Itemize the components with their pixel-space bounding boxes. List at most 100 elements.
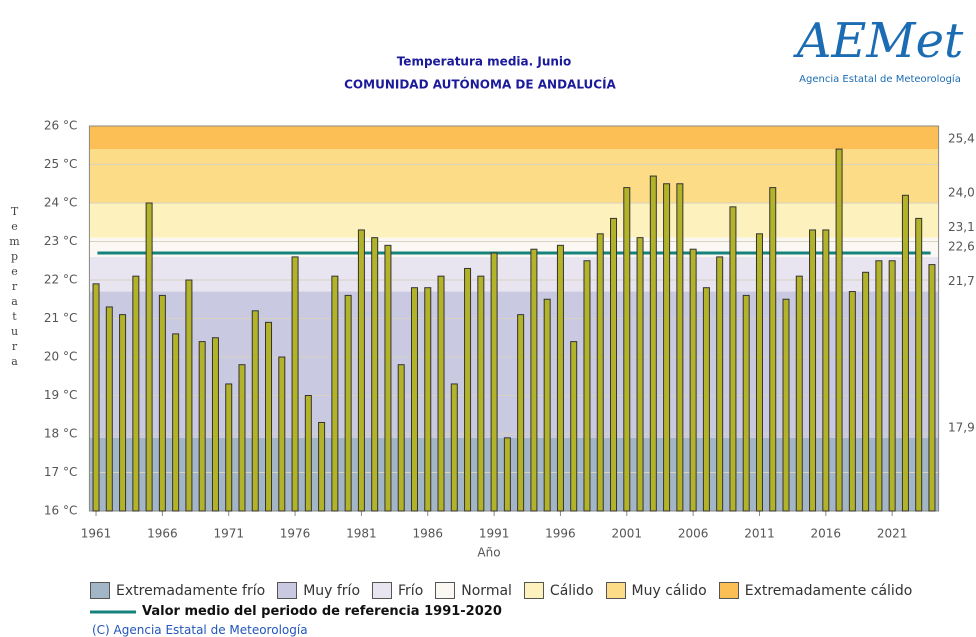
y2-tick-label: 25,4 [948, 132, 975, 146]
x-tick-label: 2021 [877, 527, 908, 541]
bar [901, 194, 909, 512]
x-tick-label: 1981 [346, 527, 377, 541]
credit: (C) Agencia Estatal de Meteorología [92, 623, 308, 637]
x-tick-label: 2001 [612, 527, 643, 541]
bar [172, 333, 180, 512]
logo-subtitle: Agencia Estatal de Meteorología [799, 74, 961, 85]
x-tick-label: 2006 [678, 527, 709, 541]
legend-swatch [605, 582, 626, 599]
bar [185, 279, 193, 512]
x-tick-label: 1986 [412, 527, 443, 541]
bar [517, 314, 525, 512]
bar [649, 175, 657, 512]
bar [875, 260, 883, 512]
bar [716, 256, 724, 512]
legend-item: Extremadamente cálido [718, 582, 913, 599]
x-tick-label: 1976 [280, 527, 311, 541]
bar [689, 248, 697, 512]
x-tick-label: 1991 [479, 527, 510, 541]
legend-label: Frío [398, 582, 424, 599]
y-tick-label: 24 °C [44, 196, 77, 210]
bar [503, 437, 511, 512]
bar [278, 356, 286, 512]
reference-legend: Valor medio del periodo de referencia 19… [90, 604, 502, 619]
legend-item: Frío [372, 582, 423, 599]
chart-title: Temperatura media. Junio [397, 55, 572, 69]
legend-swatch [90, 582, 110, 599]
bar [623, 187, 631, 512]
legend-item: Muy frío [277, 582, 360, 599]
logo-name: AEMet [796, 13, 964, 69]
legend-item: Extremadamente frío [90, 582, 265, 599]
bar [424, 287, 432, 512]
bar [158, 294, 166, 512]
y-tick-label: 23 °C [44, 234, 77, 248]
bar [357, 229, 365, 512]
bar [265, 321, 273, 512]
legend: Extremadamente frío Muy frío Frío Normal Cál… [90, 582, 912, 599]
y-tick-label: 22 °C [44, 273, 77, 287]
legend-item: Cálido [523, 582, 594, 599]
bar [835, 148, 843, 512]
legend-item: Muy cálido [605, 582, 707, 599]
y-tick-label: 26 °C [44, 119, 77, 133]
y-tick-label: 18 °C [44, 427, 77, 441]
bar [477, 275, 485, 512]
bar [371, 237, 379, 512]
bar [251, 310, 259, 512]
x-tick-label: 2011 [744, 527, 775, 541]
plot-border [88, 125, 940, 512]
x-tick-label: 1996 [545, 527, 576, 541]
bar [132, 275, 140, 512]
bar [211, 337, 219, 512]
bar [304, 395, 312, 512]
legend-swatch [372, 582, 393, 599]
bar [915, 217, 923, 512]
bar [410, 287, 418, 512]
x-tick-label: 2016 [811, 527, 842, 541]
bar [225, 383, 233, 512]
y-tick-label: 17 °C [44, 465, 77, 479]
bar [610, 217, 618, 512]
chart-subtitle: COMUNIDAD AUTÓNOMA DE ANDALUCÍA [344, 77, 616, 92]
legend-label: Cálido [549, 582, 594, 599]
bar [862, 271, 870, 512]
bar [570, 341, 578, 512]
legend-swatch [435, 582, 456, 599]
bar [437, 275, 445, 512]
y-tick-label: 25 °C [44, 157, 77, 171]
band [89, 149, 939, 203]
bar [397, 364, 405, 512]
legend-swatch [277, 582, 298, 599]
x-tick-label: 1961 [81, 527, 112, 541]
bar [755, 233, 763, 512]
bar [848, 291, 856, 512]
band [89, 203, 939, 238]
bar [105, 306, 113, 512]
bar [636, 237, 644, 512]
reference-label: Valor medio del periodo de referencia 19… [142, 604, 502, 619]
bar [344, 294, 352, 512]
y-tick-label: 21 °C [44, 311, 77, 325]
legend-label: Extremadamente cálido [744, 582, 913, 599]
bar [92, 283, 100, 512]
bar [782, 298, 790, 512]
band [89, 126, 939, 150]
bar [742, 294, 750, 512]
reference-swatch [90, 610, 136, 613]
bar [530, 248, 538, 512]
legend-label: Muy frío [303, 582, 361, 599]
legend-item: Normal [435, 582, 512, 599]
bar [583, 260, 591, 512]
bar [291, 256, 299, 512]
y2-tick-label: 24,0 [948, 186, 975, 200]
bar [556, 244, 564, 512]
bar [119, 314, 127, 512]
y2-tick-label: 23,1 [948, 220, 975, 234]
x-axis-label: Año [477, 546, 500, 560]
y2-tick-label: 17,9 [948, 420, 975, 434]
bar [238, 364, 246, 512]
bar [676, 183, 684, 512]
bar [198, 341, 206, 512]
